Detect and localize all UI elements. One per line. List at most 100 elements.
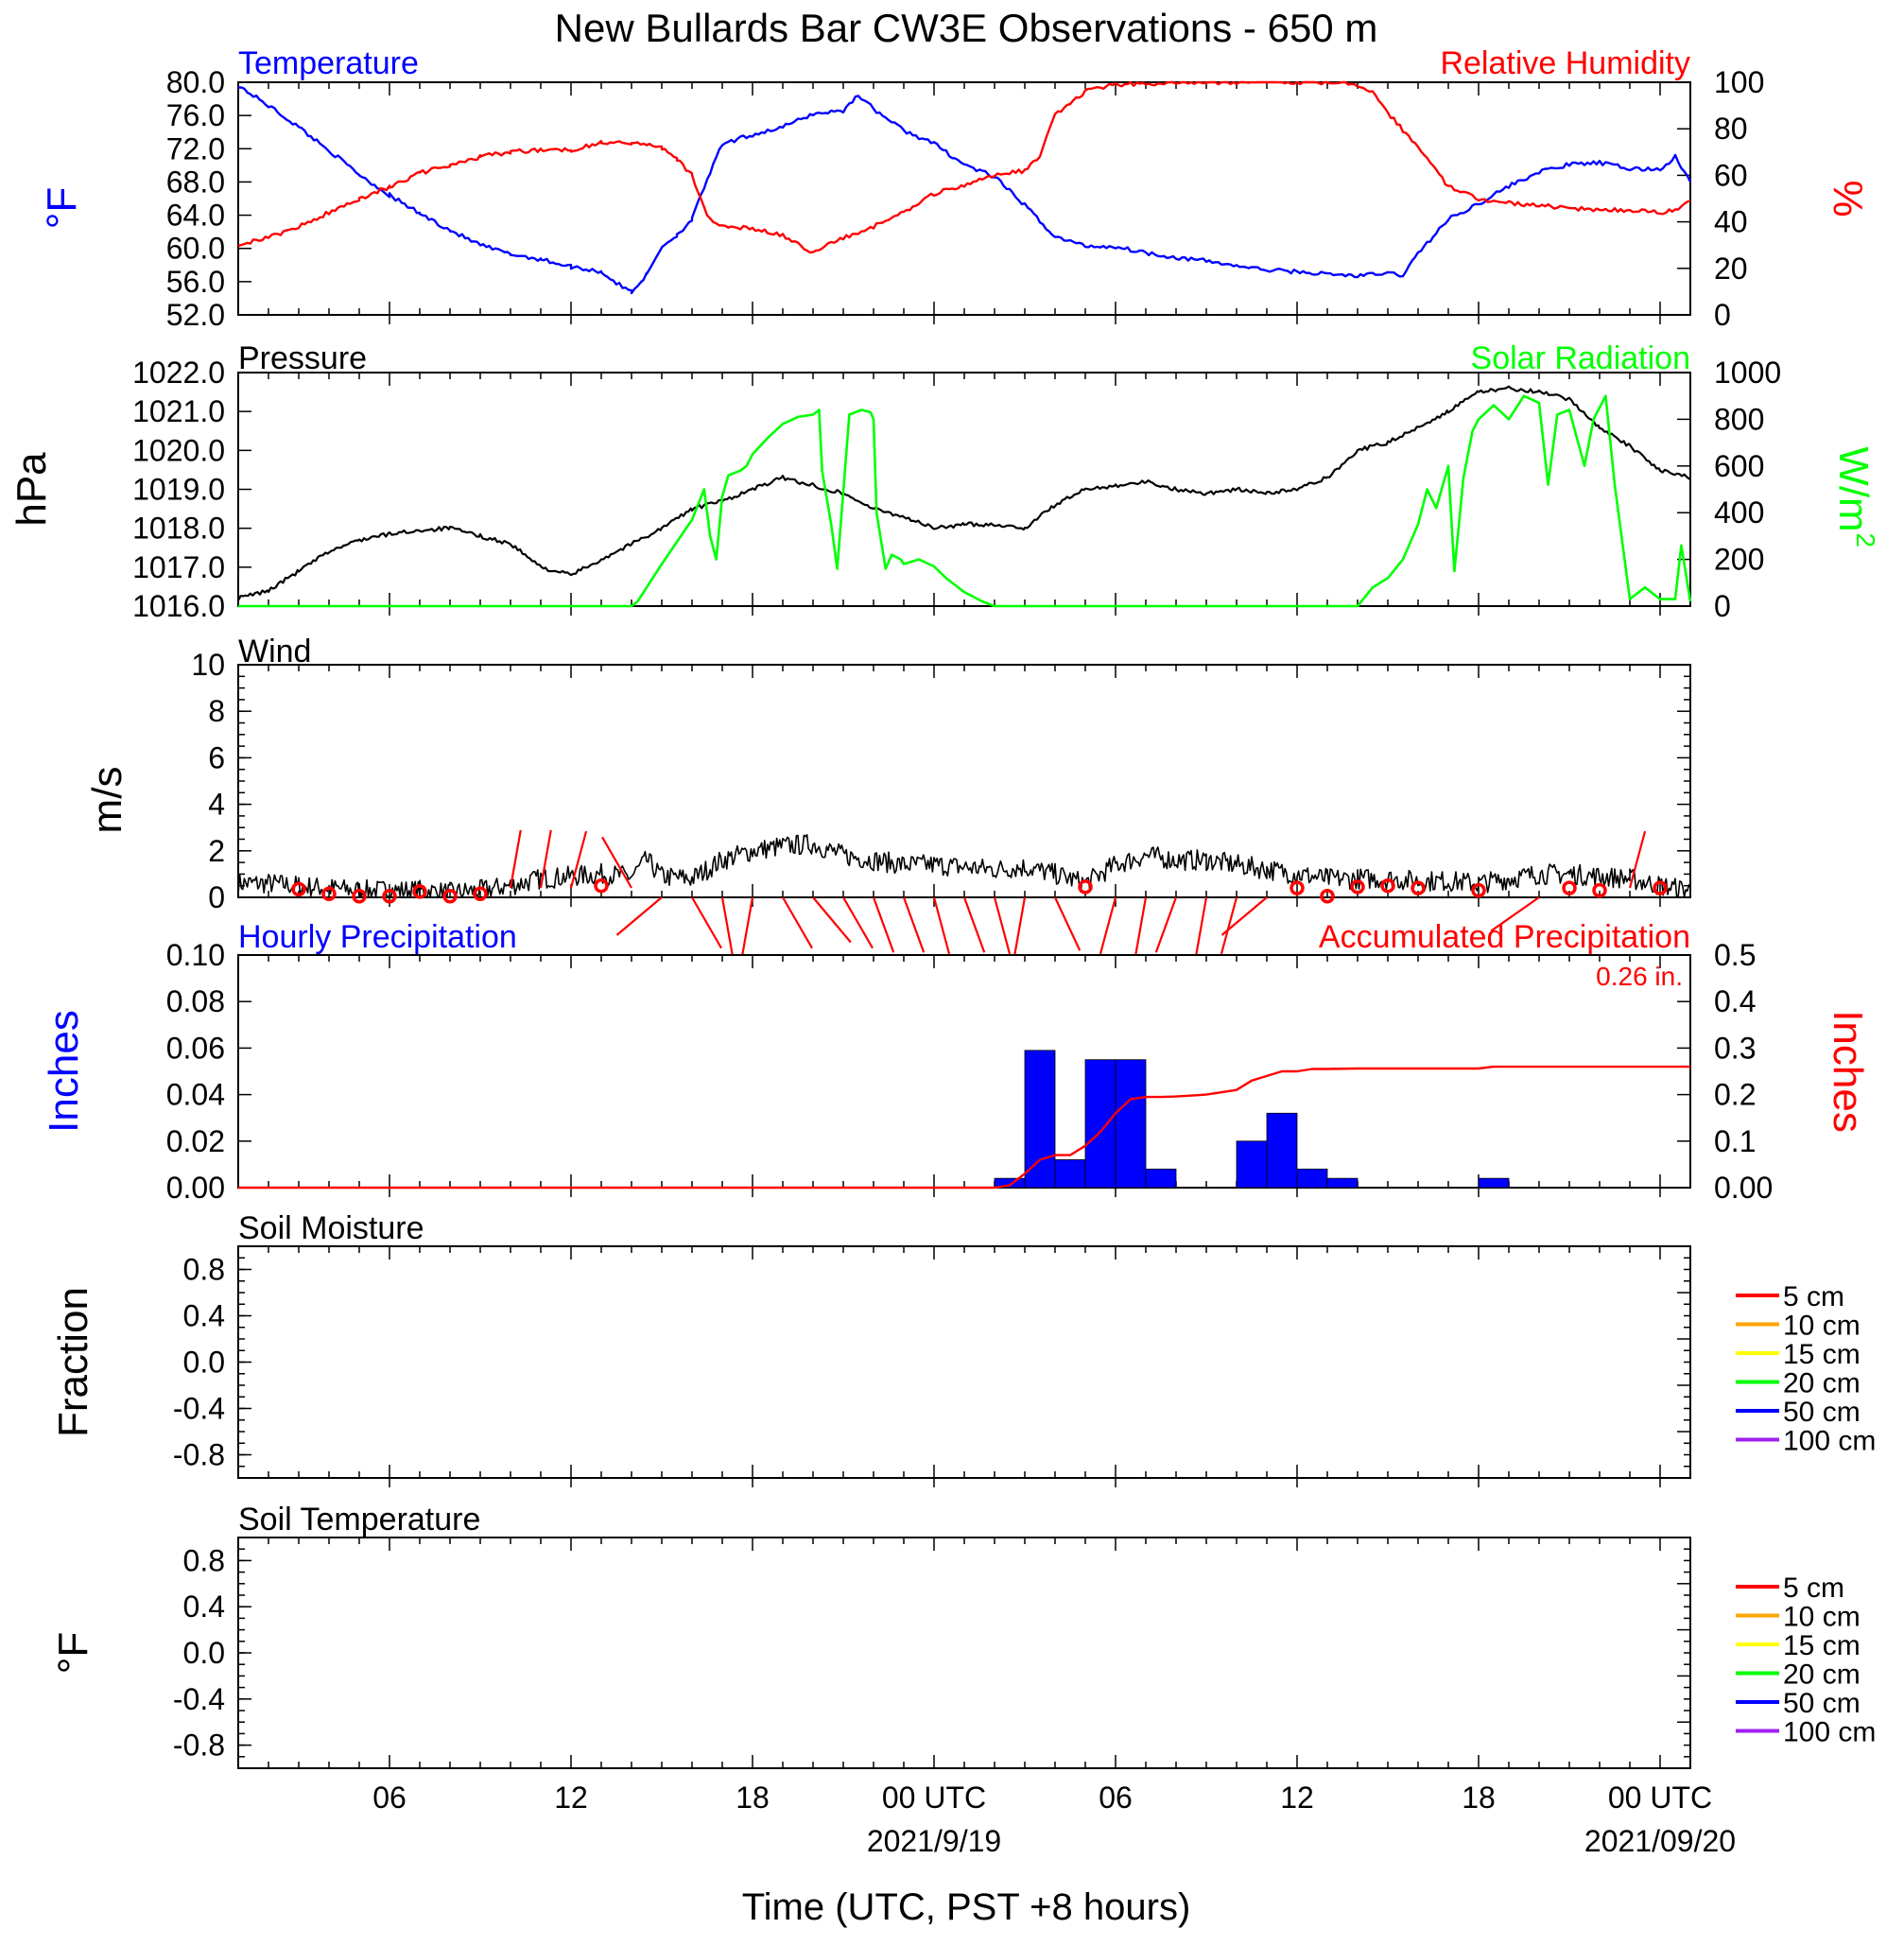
y-tick-label: 0.8 — [183, 1253, 225, 1287]
calm-wind-circle — [1471, 882, 1486, 898]
panel-pressure-solar: 1022.0 1021.0 1020.0 1019.0 1018.0 1017.0 1016… — [9, 340, 1880, 623]
calm-wind-circle — [594, 877, 609, 894]
y-tick-label: 1016.0 — [132, 589, 225, 623]
calm-wind-circle — [321, 886, 337, 902]
precip-bar — [1326, 1177, 1359, 1189]
panel-title-left: Hourly Precipitation — [238, 919, 517, 955]
y-tick-label: -0.8 — [173, 1438, 225, 1472]
wind-barb — [1054, 896, 1082, 951]
y-axis-label-left: hPa — [9, 452, 55, 527]
wind-barb — [812, 896, 852, 944]
y-tick-label: 0.00 — [166, 1171, 225, 1205]
wind-barb — [902, 896, 926, 953]
y-tick-label: 200 — [1714, 543, 1764, 577]
x-tick-label: 00 UTC — [1608, 1781, 1712, 1815]
y-tick-label: 0.3 — [1714, 1031, 1756, 1065]
y-tick-label: 20 — [1714, 252, 1748, 286]
y-tick-label: 1017.0 — [132, 550, 225, 584]
wind-barb — [509, 829, 522, 889]
panel-title-left: Temperature — [238, 45, 419, 81]
y-tick-label: 1018.0 — [132, 512, 225, 546]
precip-bar — [1054, 1159, 1086, 1189]
y-tick-label: -0.4 — [173, 1392, 225, 1426]
y-tick-label: -0.4 — [173, 1682, 225, 1716]
calm-wind-circle — [1411, 880, 1426, 895]
y-tick-label: 0.08 — [166, 984, 225, 1018]
unit-superscript: 2 — [1851, 533, 1880, 548]
panel-title-right: Solar Radiation — [1471, 340, 1690, 376]
wind-barb — [1013, 896, 1027, 956]
wind-barb — [1220, 896, 1238, 955]
legend-label: 10 cm — [1783, 1602, 1861, 1633]
y-tick-label: 1022.0 — [132, 356, 225, 390]
wind-barb — [1134, 896, 1148, 956]
wind-barb — [842, 896, 874, 949]
plot-frame — [237, 1245, 1691, 1479]
y-tick-label: 0.04 — [166, 1078, 225, 1112]
calm-wind-circle — [1592, 882, 1607, 898]
y-tick-label: 100 — [1714, 65, 1764, 99]
y-tick-label: 600 — [1714, 449, 1764, 483]
plot-frame — [237, 664, 1691, 898]
y-tick-label: 40 — [1714, 205, 1748, 239]
solar-line — [238, 394, 1692, 608]
wind-barb — [691, 896, 722, 949]
legend-label: 50 cm — [1783, 1688, 1861, 1719]
calm-wind-circle — [1350, 879, 1365, 895]
plot-frame — [237, 372, 1691, 607]
humidity-line — [237, 80, 1691, 254]
y-tick-label: 8 — [208, 694, 225, 728]
precip-bar — [1236, 1140, 1268, 1189]
y-tick-label: 0.1 — [1714, 1124, 1756, 1158]
wind-barb — [569, 830, 588, 889]
y-tick-label: 0.0 — [183, 1636, 225, 1670]
legend-label: 100 cm — [1783, 1426, 1876, 1457]
wind-barb — [1220, 896, 1268, 936]
y-axis-label-left: Inches — [41, 1010, 87, 1133]
y-axis-label-right: % — [1825, 180, 1871, 217]
panel-title-right: Relative Humidity — [1440, 45, 1690, 81]
panel-temperature-humidity: 80.076.072.068.064.060.056.052.0 100 80 60 4… — [39, 45, 1871, 332]
panel-title: Wind — [238, 634, 311, 669]
x-date-label: 2021/09/20 — [1584, 1824, 1736, 1858]
legend-label: 15 cm — [1783, 1630, 1861, 1661]
precip-bar — [1145, 1168, 1177, 1189]
y-tick-label: 0 — [1714, 589, 1731, 623]
y-tick-label: 10 — [191, 648, 225, 682]
y-tick-label: 80 — [1714, 112, 1748, 146]
x-axis-label: Time (UTC, PST +8 hours) — [742, 1886, 1191, 1928]
y-tick-label: 1000 — [1714, 356, 1781, 390]
y-axis-label-right: Inches — [1825, 1010, 1871, 1133]
panel-soil-moisture: 0.8 0.4 0.0 -0.4 -0.8 Soil Moisture Fraction 5 … — [50, 1210, 1876, 1487]
temperature-line — [237, 86, 1692, 295]
wind-barb — [601, 836, 632, 889]
legend-label: 5 cm — [1783, 1281, 1844, 1312]
wind-barb — [782, 896, 813, 949]
precip-bar — [1296, 1168, 1328, 1189]
y-tick-label: 72.0 — [166, 131, 225, 165]
panel-title-right: Accumulated Precipitation — [1319, 919, 1690, 955]
y-tick-label: 60.0 — [166, 232, 225, 266]
y-tick-label: 0.06 — [166, 1031, 225, 1065]
legend-label: 100 cm — [1783, 1717, 1876, 1748]
calm-wind-circle — [442, 889, 458, 904]
x-tick-label: 12 — [1280, 1781, 1314, 1815]
wind-barb — [993, 896, 1012, 955]
y-tick-label: 0.0 — [183, 1346, 225, 1380]
legend-label: 15 cm — [1783, 1339, 1861, 1370]
y-tick-label: 1019.0 — [132, 473, 225, 507]
x-tick-label: 12 — [554, 1781, 588, 1815]
chart-title: New Bullards Bar CW3E Observations - 650… — [555, 6, 1378, 50]
calm-wind-circle — [1320, 889, 1335, 904]
wind-barb — [932, 896, 951, 955]
y-tick-label: 64.0 — [166, 199, 225, 233]
calm-wind-circle — [1078, 879, 1093, 895]
wind-barb — [962, 896, 986, 953]
calm-wind-circle — [473, 886, 488, 902]
legend-label: 20 cm — [1783, 1368, 1861, 1399]
plot-frame — [237, 1537, 1691, 1769]
wind-barb — [720, 896, 734, 956]
calm-wind-circle — [1653, 880, 1668, 895]
y-axis-label: °F — [50, 1632, 96, 1674]
